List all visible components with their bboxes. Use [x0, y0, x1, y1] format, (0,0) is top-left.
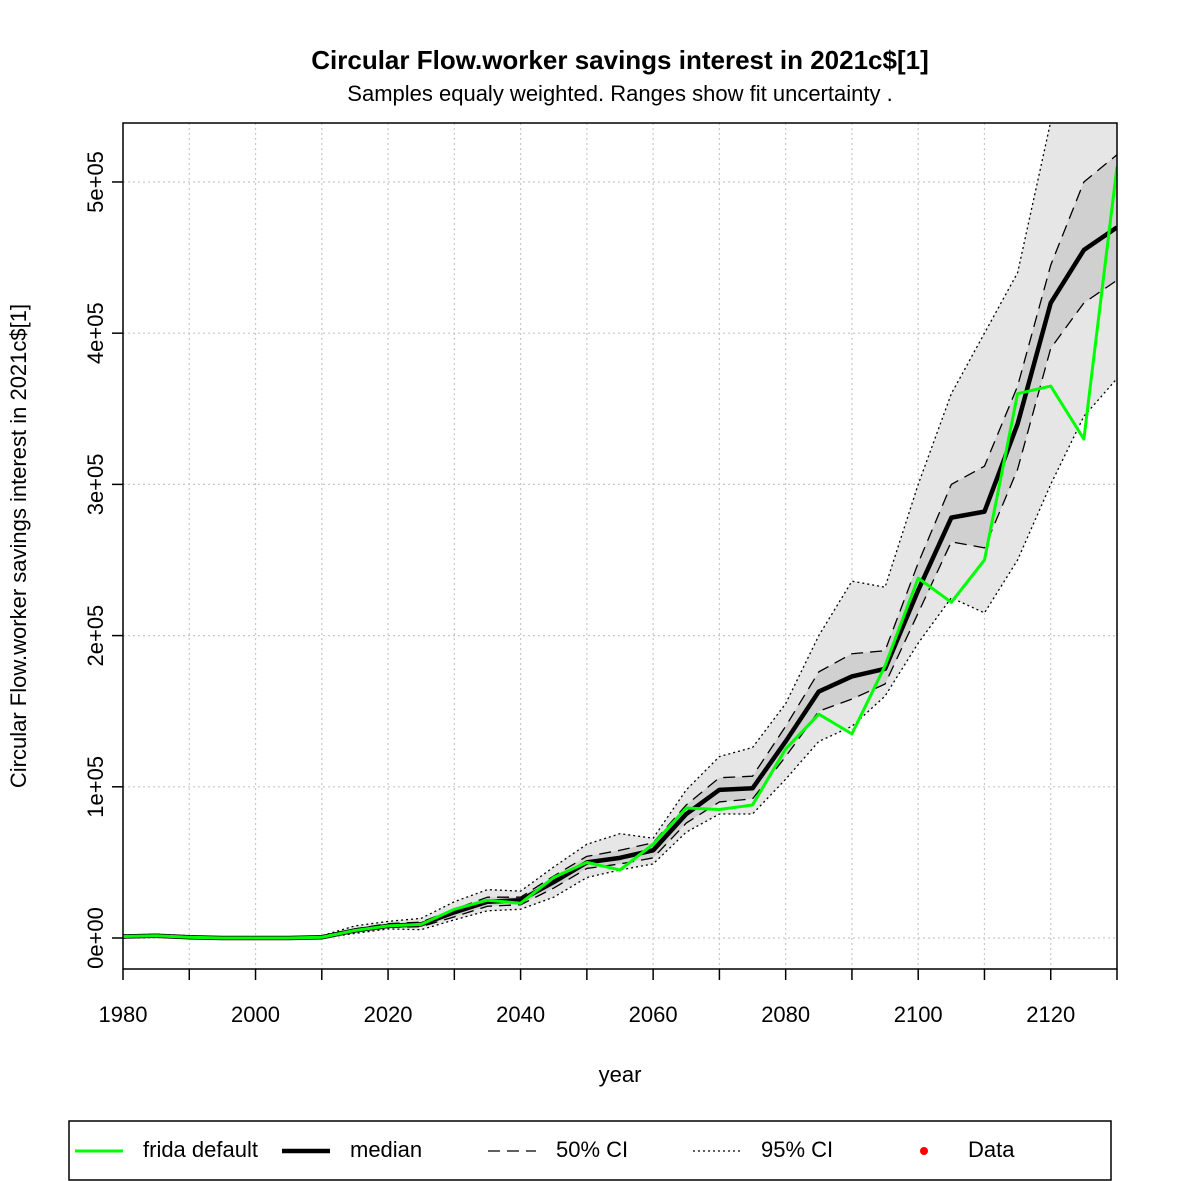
- chart-subtitle: Samples equaly weighted. Ranges show fit…: [347, 81, 892, 106]
- x-tick-label: 2060: [629, 1002, 678, 1027]
- plot-area: [123, 123, 1117, 941]
- x-tick-label: 2000: [231, 1002, 280, 1027]
- legend-label: frida default: [143, 1137, 258, 1162]
- y-tick-label: 3e+05: [83, 453, 108, 515]
- ci-upper-line: [123, 154, 1117, 939]
- legend-box: [68, 1120, 1112, 1181]
- y-tick-label: 5e+05: [83, 151, 108, 213]
- ci-band: [123, 123, 1117, 939]
- legend-label: 50% CI: [556, 1137, 628, 1162]
- x-tick-label: 2040: [496, 1002, 545, 1027]
- x-tick-label: 2020: [364, 1002, 413, 1027]
- legend-label: Data: [968, 1137, 1015, 1162]
- legend: frida default median 50% CI 95% CI Data: [75, 1137, 1015, 1162]
- plot-frame: [122, 122, 1118, 970]
- chart-title: Circular Flow.worker savings interest in…: [311, 45, 929, 75]
- legend-swatch: [920, 1147, 928, 1155]
- x-tick-label: 1980: [99, 1002, 148, 1027]
- x-tick-label: 2080: [761, 1002, 810, 1027]
- legend-label: median: [350, 1137, 422, 1162]
- axes: 1980 2000 2020 2040 2060 2080 2100 2120 0e+00 1e+…: [83, 151, 1118, 1027]
- y-axis-label: Circular Flow.worker savings interest in…: [6, 304, 31, 788]
- x-axis-label: year: [599, 1062, 642, 1087]
- y-tick-label: 4e+05: [83, 302, 108, 364]
- y-tick-label: 0e+00: [83, 907, 108, 969]
- series-line: [123, 166, 1117, 940]
- legend-label: 95% CI: [761, 1137, 833, 1162]
- x-tick-label: 2100: [894, 1002, 943, 1027]
- y-tick-label: 2e+05: [83, 605, 108, 667]
- y-tick-label: 1e+05: [83, 756, 108, 818]
- x-tick-label: 2120: [1026, 1002, 1075, 1027]
